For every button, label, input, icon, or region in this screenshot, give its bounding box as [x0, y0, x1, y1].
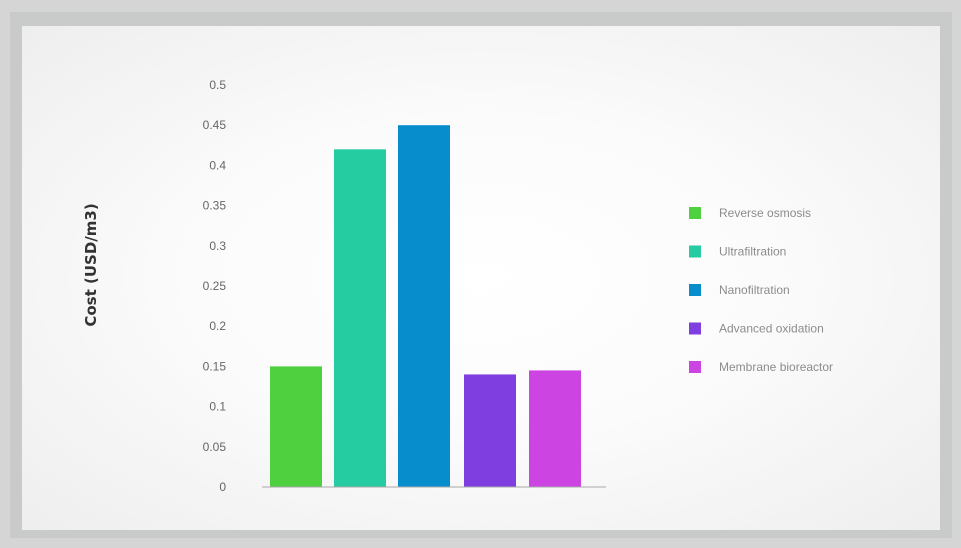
legend-label: Reverse osmosis [719, 206, 811, 220]
bars [270, 125, 581, 487]
legend-swatch [689, 284, 701, 296]
y-tick-label: 0.35 [203, 199, 227, 213]
bar-nanofiltration [398, 125, 450, 487]
legend-label: Advanced oxidation [719, 322, 824, 336]
bar-ultrafiltration [334, 149, 386, 487]
legend-swatch [689, 207, 701, 219]
bar-advanced-oxidation [464, 374, 516, 487]
legend-swatch [689, 322, 701, 335]
legend-swatch [689, 245, 701, 258]
bar-membrane-bioreactor [529, 370, 581, 487]
legend-swatch [689, 361, 701, 373]
y-tick-label: 0.1 [209, 400, 226, 414]
y-axis-label: Cost (USD/m3) [82, 203, 100, 326]
y-tick-label: 0.3 [209, 239, 226, 253]
legend-label: Nanofiltration [719, 283, 790, 297]
y-tick-label: 0.45 [203, 118, 227, 132]
y-tick-label: 0 [219, 480, 226, 494]
y-tick-label: 0.4 [209, 158, 226, 172]
y-tick-label: 0.2 [209, 319, 226, 333]
legend-label: Membrane bioreactor [719, 360, 833, 374]
y-tick-label: 0.25 [203, 279, 227, 293]
y-tick-label: 0.15 [203, 359, 227, 373]
legend-label: Ultrafiltration [719, 245, 786, 259]
y-tick-label: 0.5 [209, 78, 226, 92]
y-axis-ticks: 0 0.05 0.1 0.15 0.2 0.25 0.3 0.35 0.4 0.45 0.5 [203, 78, 227, 494]
legend: Reverse osmosis Ultrafiltration Nanofiltra… [689, 206, 833, 374]
y-tick-label: 0.05 [203, 440, 227, 454]
bar-reverse-osmosis [270, 366, 322, 487]
